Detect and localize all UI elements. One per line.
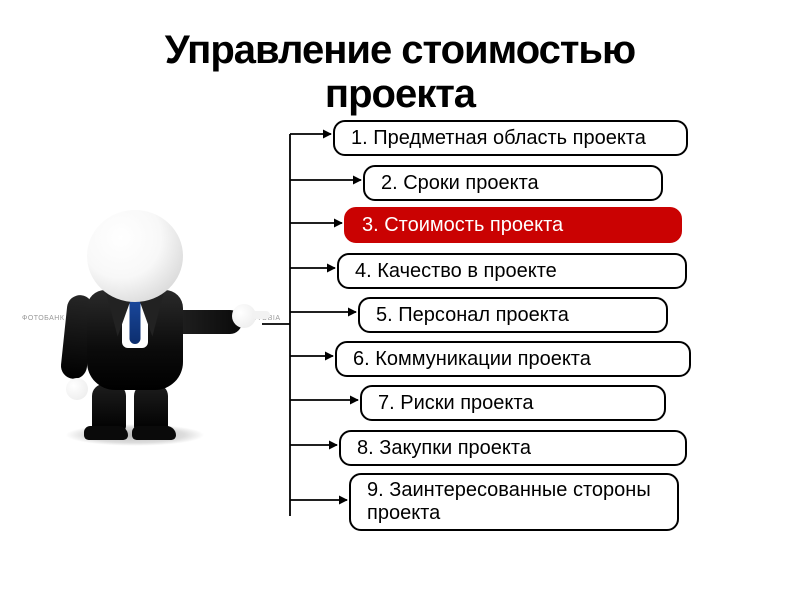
list-item-7: 7. Риски проекта [360,385,666,421]
list-item-label: 6. Коммуникации проекта [353,346,591,372]
list-item-2: 2. Сроки проекта [363,165,663,201]
page-title: Управление стоимостью проекта [0,28,800,116]
list-item-9: 9. Заинтересованные стороны проекта [349,473,679,531]
title-line-2: проекта [325,72,475,116]
list-item-8: 8. Закупки проекта [339,430,687,466]
list-item-label: 3. Стоимость проекта [362,212,563,238]
character-left-foot [84,426,128,440]
list-item-label: 5. Персонал проекта [376,302,569,328]
list-item-label: 2. Сроки проекта [381,170,539,196]
list-item-6: 6. Коммуникации проекта [335,341,691,377]
list-item-4: 4. Качество в проекте [337,253,687,289]
list-item-label: 9. Заинтересованные стороны проекта [367,479,665,525]
character-head [87,210,183,302]
character-left-hand [66,378,88,400]
list-item-5: 5. Персонал проекта [358,297,668,333]
list-item-label: 1. Предметная область проекта [351,125,646,151]
list-item-1: 1. Предметная область проекта [333,120,688,156]
list-item-label: 7. Риски проекта [378,390,533,416]
list-item-label: 4. Качество в проекте [355,258,557,284]
title-line-1: Управление стоимостью [165,28,635,72]
character-pointing-finger [252,311,270,319]
list-item-3: 3. Стоимость проекта [344,207,682,243]
character-torso [87,290,183,400]
character-right-foot [132,426,176,440]
list-item-label: 8. Закупки проекта [357,435,531,461]
businessman-character [40,210,230,440]
